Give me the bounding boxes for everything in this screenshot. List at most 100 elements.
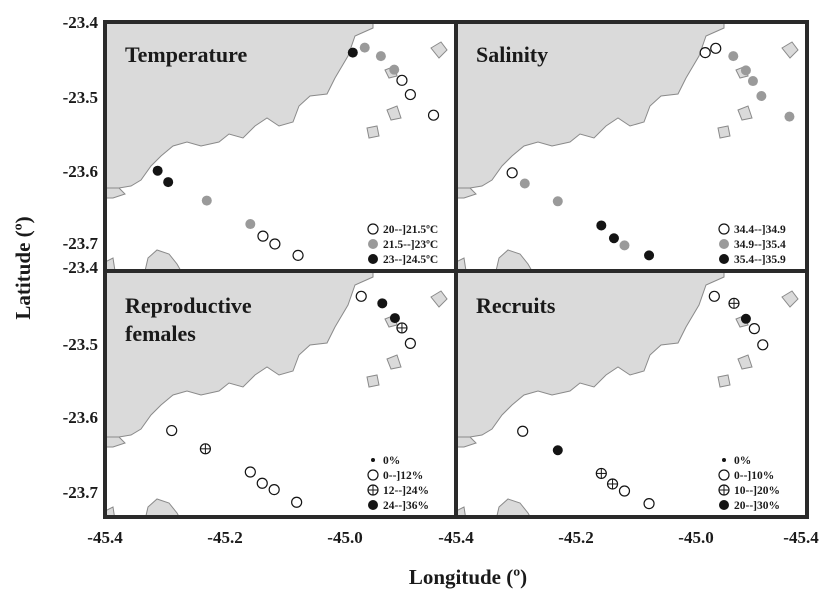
data-point [375, 51, 386, 62]
legend-label: 24--]36% [383, 500, 429, 512]
data-point [747, 76, 758, 87]
data-point [244, 466, 256, 478]
legend-marker [367, 469, 379, 481]
legend-label: 21.5--]23ºC [383, 239, 438, 251]
data-point [740, 65, 751, 76]
data-point [728, 51, 739, 62]
legend-marker [719, 254, 729, 264]
data-point [506, 167, 518, 179]
legend-label: 12--]24% [383, 485, 429, 497]
data-point [595, 467, 607, 480]
data-point [404, 337, 416, 349]
x-tick-label: -45.0 [327, 528, 362, 547]
legend-label: 34.4--]34.9 [734, 224, 786, 236]
data-point [644, 250, 655, 261]
panel-title-salinity: Salinity [476, 42, 548, 67]
y-tick-label: -23.7 [63, 483, 99, 502]
data-point [199, 443, 211, 455]
data-point [347, 47, 358, 58]
legend-marker [722, 458, 726, 462]
y-tick-label: -23.6 [63, 162, 98, 181]
data-point [619, 240, 630, 251]
legend-label: 20--]21.5ºC [383, 224, 438, 236]
data-point [699, 46, 711, 59]
data-point [606, 478, 619, 490]
x-tick-label: -45.4 [783, 528, 819, 547]
legend-marker [371, 458, 375, 462]
x-axis-label: Longitude (º) [409, 565, 527, 589]
legend-marker [368, 500, 378, 510]
legend-label: 23--]24.5ºC [383, 254, 438, 266]
panel-title-females: females [125, 321, 196, 346]
data-point [708, 290, 720, 302]
x-tick-label: -45.4 [438, 528, 474, 547]
data-point [519, 178, 530, 189]
y-tick-label: -23.4 [63, 13, 99, 32]
data-point [152, 165, 163, 176]
legend-marker [719, 500, 729, 510]
x-tick-label: -45.2 [207, 528, 242, 547]
panel-title-reproductive: Reproductive [125, 293, 252, 318]
data-point [292, 249, 304, 261]
y-axis-label: Latitude (º) [11, 216, 35, 319]
data-point [396, 322, 408, 334]
data-point [740, 313, 751, 324]
y-axis-ticks: -23.4 -23.5 -23.6 -23.7 -23.4 -23.5 -23.… [63, 13, 99, 502]
data-point [291, 496, 303, 508]
x-tick-label: -45.0 [678, 528, 713, 547]
x-axis-ticks: -45.4 -45.2 -45.0 -45.4 -45.2 -45.0 -45.… [87, 528, 819, 547]
legend-label: 0% [734, 455, 751, 467]
data-point [355, 290, 367, 302]
points-layer [152, 42, 795, 510]
data-point [784, 111, 795, 122]
data-point [756, 90, 767, 101]
x-tick-label: -45.2 [558, 528, 593, 547]
legend-label: 0--]10% [734, 470, 774, 482]
legend-marker [368, 239, 378, 249]
legend-marker [367, 484, 379, 496]
data-point [552, 445, 563, 456]
data-point [596, 220, 607, 231]
data-point [377, 298, 388, 309]
data-point [396, 74, 408, 86]
data-point [710, 42, 722, 54]
data-point [618, 485, 631, 497]
data-point [728, 297, 740, 309]
data-point [166, 424, 178, 437]
legend-marker [718, 469, 730, 481]
y-tick-label: -23.7 [63, 234, 99, 253]
data-point [163, 177, 174, 188]
legend-marker [718, 223, 730, 235]
data-point [427, 109, 440, 121]
legend-marker [718, 484, 730, 496]
y-tick-label: -23.5 [63, 88, 98, 107]
data-point [389, 313, 400, 324]
data-point [201, 195, 212, 206]
panel-title-temperature: Temperature [125, 42, 247, 67]
legend-label: 10--]20% [734, 485, 780, 497]
data-point [268, 483, 280, 496]
legend-label: 34.9--]35.4 [734, 239, 786, 251]
data-point [608, 233, 619, 244]
data-point [552, 196, 563, 207]
y-tick-label: -23.5 [63, 335, 98, 354]
y-tick-label: -23.6 [63, 408, 98, 427]
y-tick-label: -23.4 [63, 258, 99, 277]
data-point [643, 498, 655, 510]
data-point [359, 42, 370, 53]
data-point [757, 339, 769, 351]
legend-marker [368, 254, 378, 264]
legend-marker [367, 223, 379, 235]
x-tick-label: -45.4 [87, 528, 123, 547]
panel-title-recruits: Recruits [476, 293, 556, 318]
legend-layer: 20--]21.5ºC 21.5--]23ºC 23--]24.5ºC 34.4--]… [367, 223, 786, 512]
data-point [257, 230, 269, 242]
legend-label: 0% [383, 455, 400, 467]
data-point [517, 425, 529, 437]
data-point [245, 219, 256, 230]
legend-marker [719, 239, 729, 249]
data-point [256, 477, 268, 489]
data-point [748, 323, 760, 335]
legend-label: 20--]30% [734, 500, 780, 512]
